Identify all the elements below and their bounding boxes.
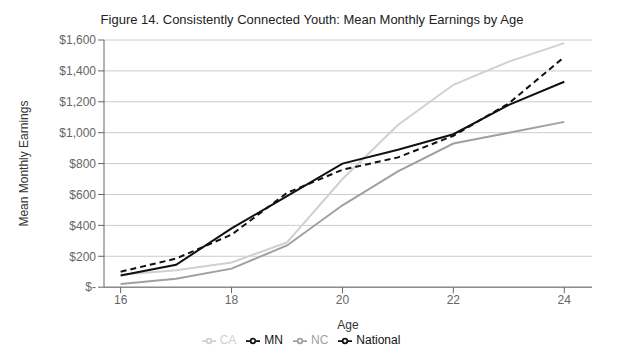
svg-text:24: 24	[558, 293, 572, 307]
svg-text:Mean Monthly Earnings: Mean Monthly Earnings	[17, 101, 31, 227]
html-text:MN: MN	[264, 333, 283, 348]
svg-text:18: 18	[225, 293, 239, 307]
svg-text:$-: $-	[85, 280, 96, 294]
svg-text:$1,400: $1,400	[59, 64, 96, 78]
svg-text:$400: $400	[69, 219, 96, 233]
svg-text:Age: Age	[337, 318, 359, 332]
html-text:CA: CA	[219, 333, 237, 348]
svg-text:20: 20	[336, 293, 350, 307]
svg-text:$1,200: $1,200	[59, 95, 96, 109]
svg-text:$800: $800	[69, 157, 96, 171]
svg-text:$1,000: $1,000	[59, 126, 96, 140]
svg-text:22: 22	[447, 293, 461, 307]
html-text:Figure 14. Consistently Connec: Figure 14. Consistently Connected Youth:…	[100, 12, 524, 27]
html-text:National: National	[356, 333, 401, 348]
svg-text:$1,600: $1,600	[59, 33, 96, 47]
svg-text:16: 16	[114, 293, 128, 307]
svg-text:$600: $600	[69, 188, 96, 202]
html-text:NC: NC	[311, 333, 329, 348]
svg-text:$200: $200	[69, 250, 96, 264]
